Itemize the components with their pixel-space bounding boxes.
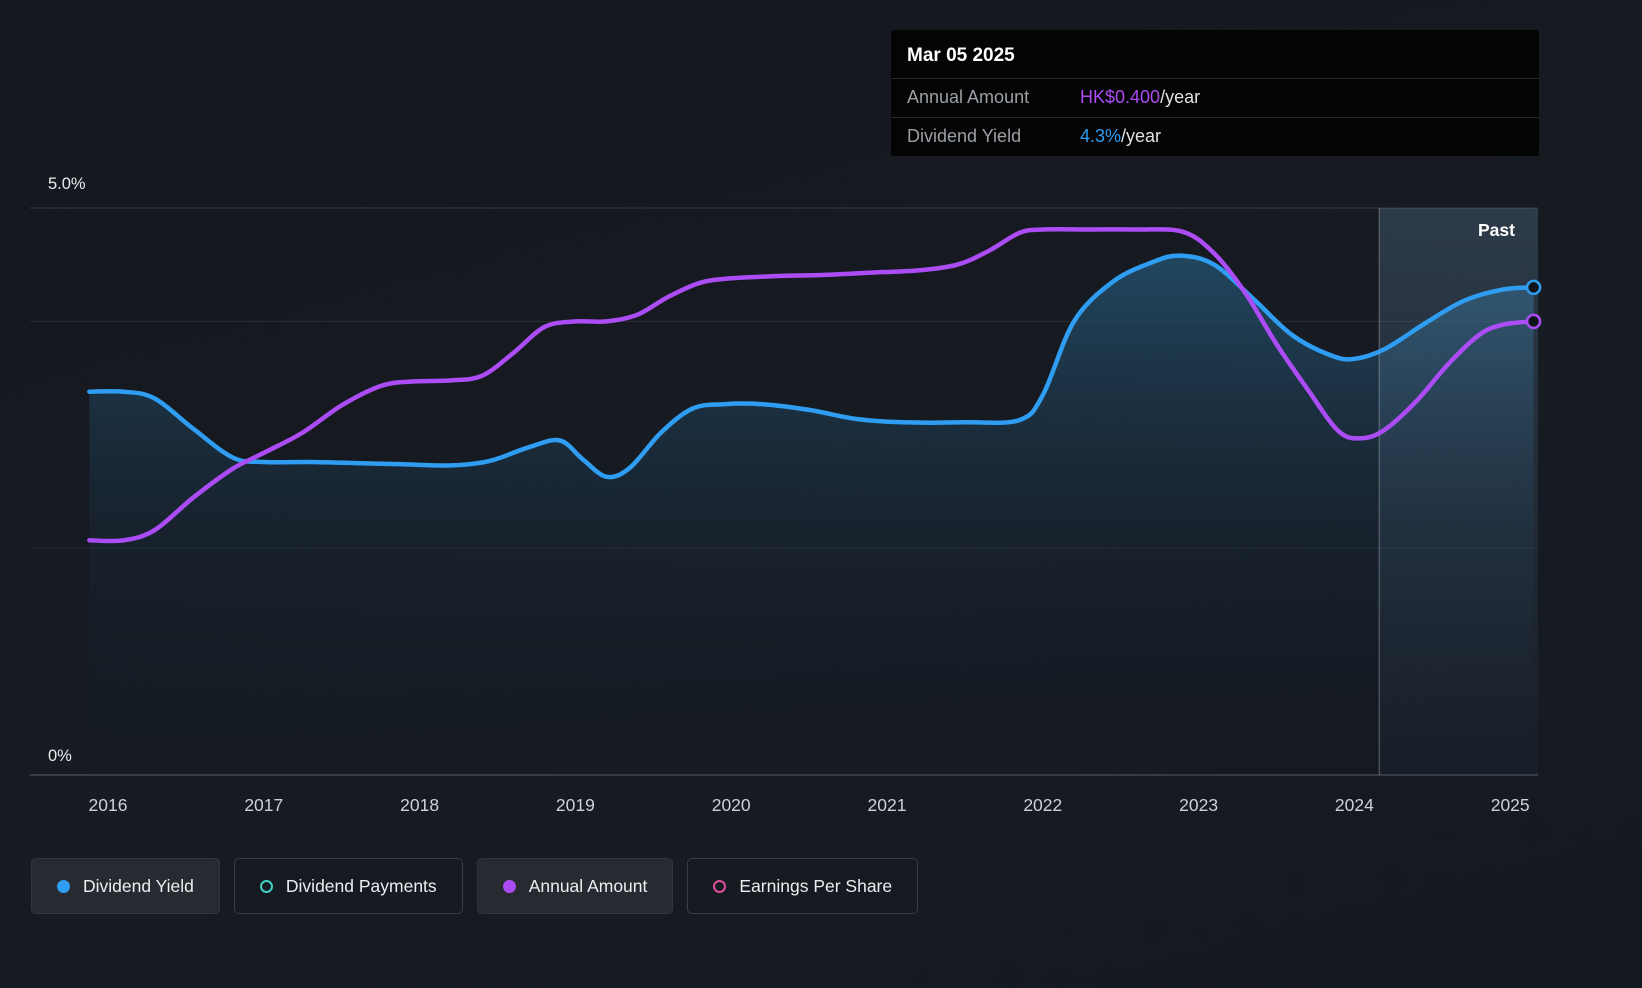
x-tick-label: 2025 xyxy=(1491,795,1530,815)
x-tick-label: 2017 xyxy=(244,795,283,815)
chart-legend: Dividend Yield Dividend Payments Annual … xyxy=(31,858,919,914)
x-tick-label: 2022 xyxy=(1023,795,1062,815)
tooltip-date: Mar 05 2025 xyxy=(907,45,1015,66)
x-tick-label: 2021 xyxy=(868,795,907,815)
dividend-yield-marker-icon xyxy=(57,879,70,893)
chart-tooltip: Mar 05 2025 Annual Amount HK$0.400/year … xyxy=(891,30,1539,156)
tooltip-label-dividend-yield: Dividend Yield xyxy=(907,126,1022,146)
legend-label-annual-amount: Annual Amount xyxy=(528,875,648,896)
earnings-per-share-marker-icon xyxy=(713,879,727,893)
x-tick-label: 2016 xyxy=(89,795,128,815)
x-tick-label: 2019 xyxy=(556,795,595,815)
legend-label-earnings-per-share: Earnings Per Share xyxy=(739,875,893,896)
legend-button-earnings-per-share[interactable]: Earnings Per Share xyxy=(687,858,919,914)
legend-button-annual-amount[interactable]: Annual Amount xyxy=(476,858,674,914)
legend-button-dividend-payments[interactable]: Dividend Payments xyxy=(233,858,463,914)
past-region-label: Past xyxy=(1478,220,1515,240)
y-axis-label-bottom: 0% xyxy=(48,747,72,765)
legend-label-dividend-yield: Dividend Yield xyxy=(83,875,194,896)
x-tick-label: 2024 xyxy=(1335,795,1374,815)
annual-amount-marker-icon xyxy=(502,879,516,893)
legend-button-dividend-yield[interactable]: Dividend Yield xyxy=(31,858,220,914)
x-tick-label: 2020 xyxy=(712,795,751,815)
series-end-marker xyxy=(1525,313,1542,330)
y-axis-label-top: 5.0% xyxy=(48,175,86,193)
dividend-payments-marker-icon xyxy=(259,879,273,893)
legend-label-dividend-payments: Dividend Payments xyxy=(285,875,437,896)
x-tick-label: 2023 xyxy=(1179,795,1218,815)
tooltip-row-dividend-yield: Dividend Yield 4.3%/year xyxy=(891,117,1539,156)
x-tick-label: 2018 xyxy=(400,795,439,815)
tooltip-value-annual-amount: HK$0.400/year xyxy=(1080,87,1201,107)
tooltip-label-annual-amount: Annual Amount xyxy=(907,87,1030,107)
tooltip-value-dividend-yield: 4.3%/year xyxy=(1080,126,1162,146)
tooltip-row-annual-amount: Annual Amount HK$0.400/year xyxy=(891,78,1539,117)
series-end-marker xyxy=(1525,279,1542,296)
